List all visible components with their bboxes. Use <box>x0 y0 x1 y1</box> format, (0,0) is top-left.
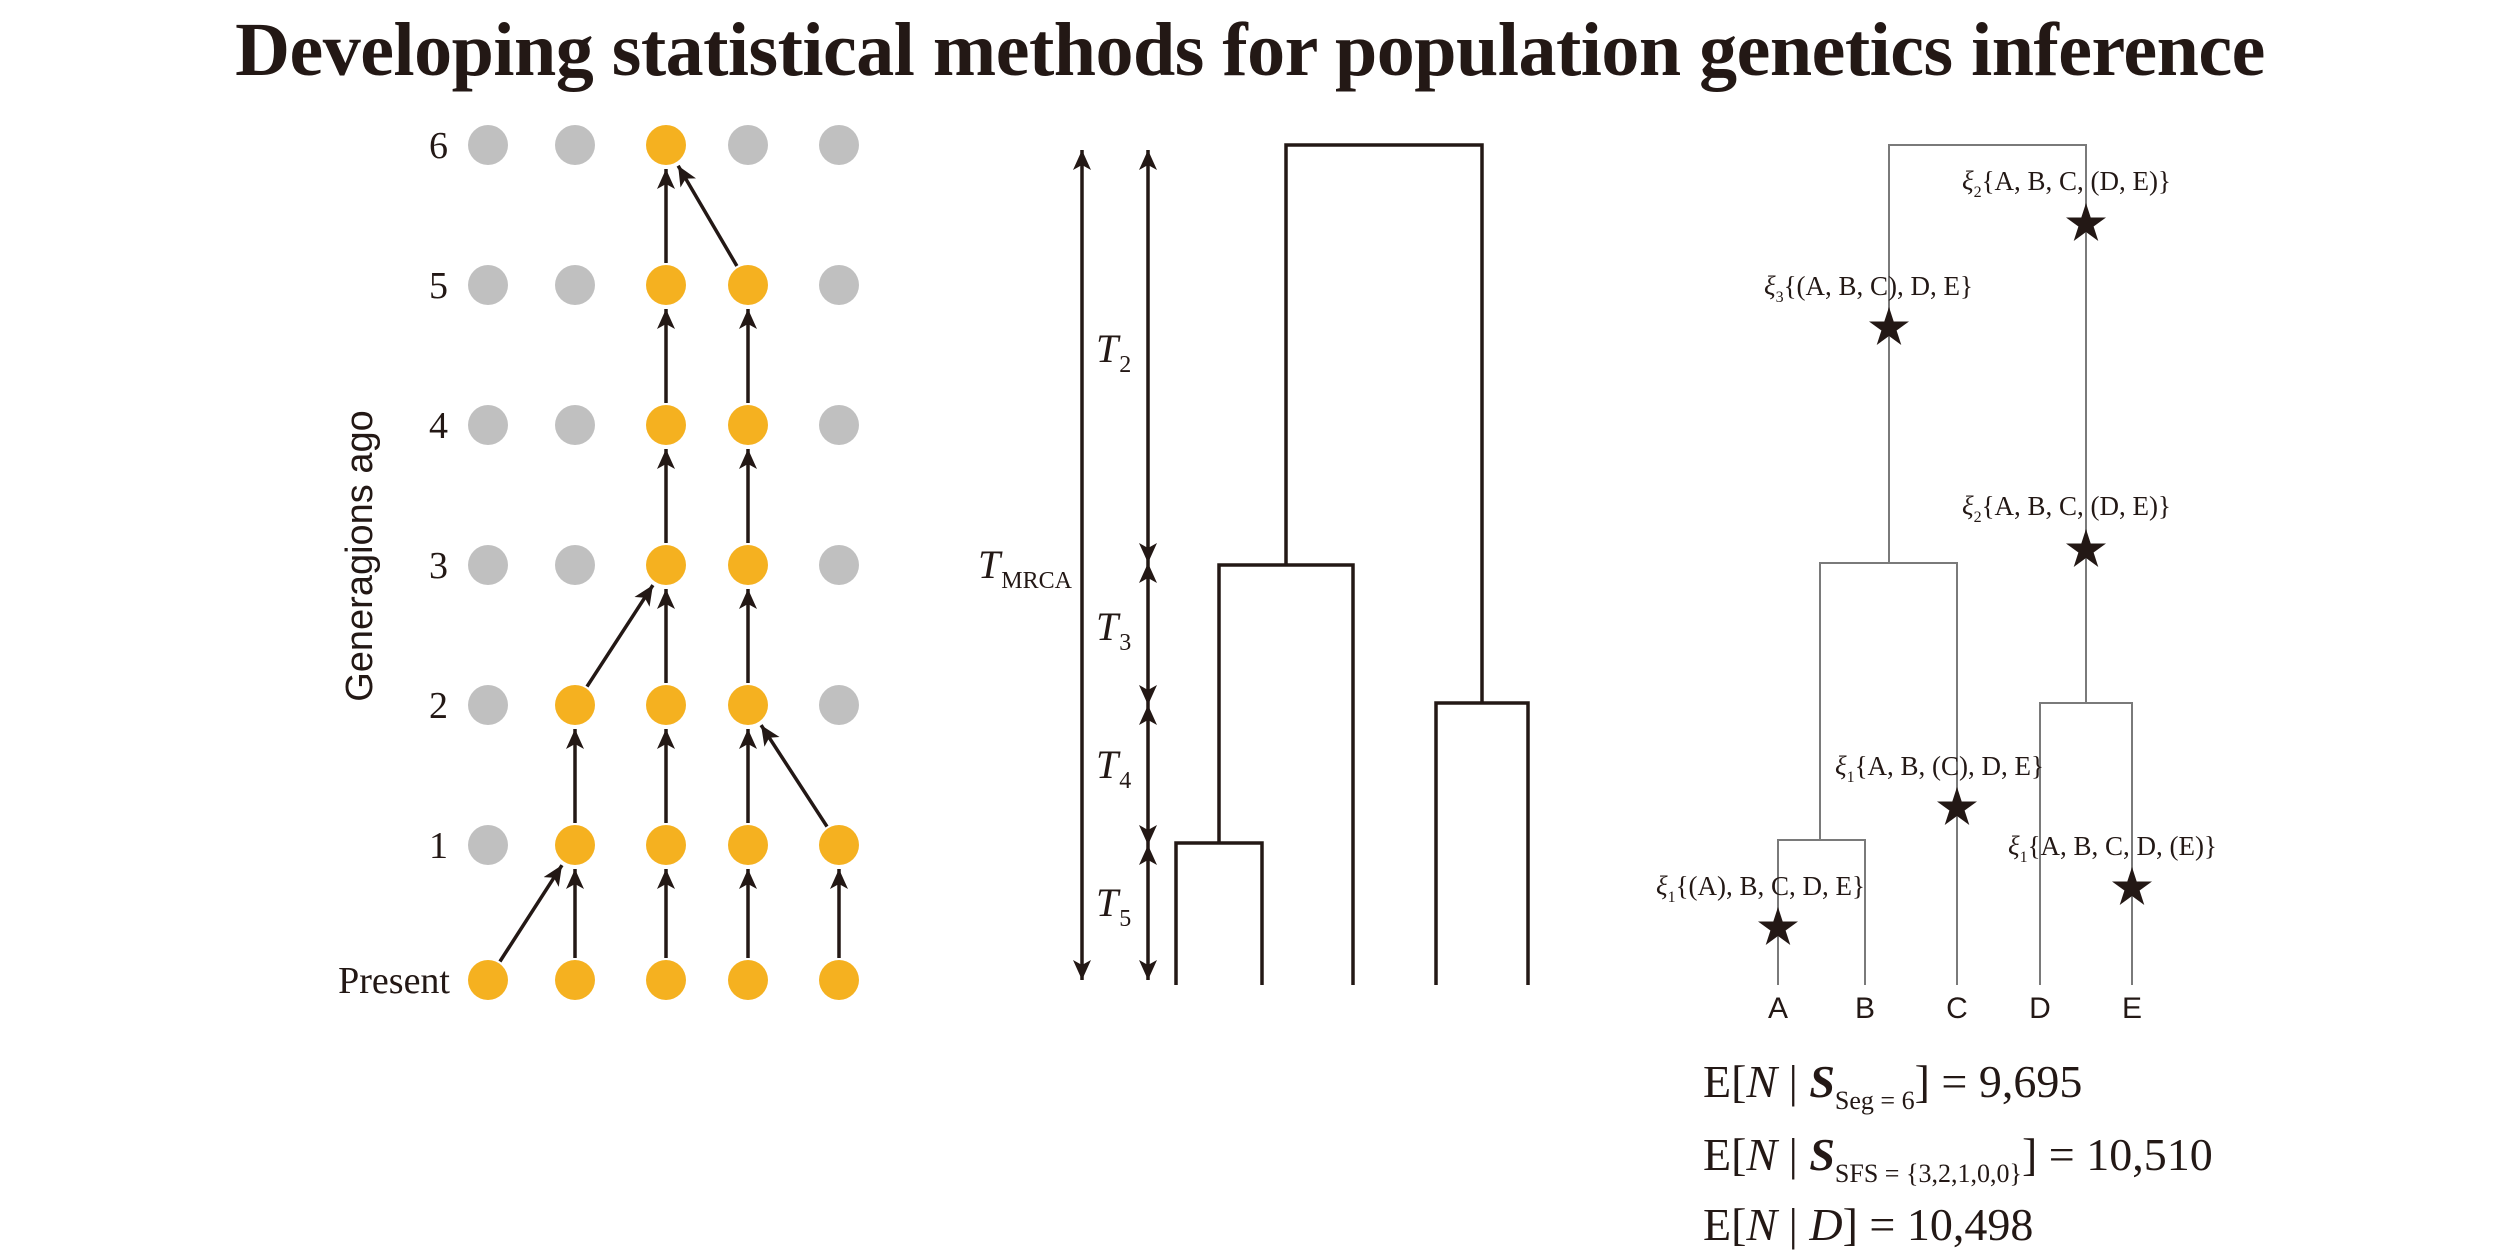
leaf-label-b: B <box>1855 992 1875 1025</box>
mutation-star <box>2066 529 2106 567</box>
individual-ancestral <box>728 265 768 305</box>
gene-branch-root <box>1888 144 2087 703</box>
generation-label: 4 <box>429 405 448 447</box>
individual-ancestral <box>819 960 859 1000</box>
estimate-d: E[N | D] = 10,498 <box>1703 1199 2033 1250</box>
mutation-label: ξ1{(A), B, C, D, E} <box>1656 871 1865 906</box>
individual-other <box>555 545 595 585</box>
generation-label: 1 <box>429 825 448 867</box>
individual-ancestral <box>646 545 686 585</box>
individual-ancestral <box>728 685 768 725</box>
individual-other <box>819 265 859 305</box>
individual-ancestral <box>555 685 595 725</box>
individual-other <box>819 125 859 165</box>
individual-ancestral <box>819 825 859 865</box>
individual-ancestral <box>646 125 686 165</box>
y-axis-label: Generagions ago <box>339 410 381 702</box>
generation-label: 3 <box>429 545 448 587</box>
generation-label: 2 <box>429 685 448 727</box>
lineage-arrows <box>498 164 848 963</box>
gene-branch-ab <box>1777 839 1866 985</box>
individual-other <box>819 405 859 445</box>
mutation-label: ξ2{A, B, C, (D, E)} <box>1962 491 2171 526</box>
tree-branch-abc <box>1217 563 1355 985</box>
tree-branch-ab <box>1174 841 1264 985</box>
leaf-labels: A B C D E <box>1768 992 2142 1025</box>
individual-other <box>728 125 768 165</box>
mutation-label: ξ3{(A, B, C), D, E} <box>1764 271 1973 306</box>
individual-ancestral <box>646 825 686 865</box>
individual-other <box>468 405 508 445</box>
individual-other <box>468 685 508 725</box>
gene-tree-panel: ξ2{A, B, C, (D, E)} ξ3{(A, B, C), D, E} … <box>1656 144 2217 1250</box>
t-mrca-label: TMRCA <box>978 542 1073 594</box>
mutation-label: ξ1{A, B, (C), D, E} <box>1835 751 2044 786</box>
individual-other <box>468 125 508 165</box>
coalescent-panel <box>1073 143 1530 985</box>
mutation-star <box>2112 867 2152 905</box>
estimates: E[N | SSeg = 6] = 9,695 E[N | SSFS = {3,… <box>1703 1056 2213 1250</box>
individual-ancestral <box>728 405 768 445</box>
individual-other <box>555 405 595 445</box>
t5-label: T5 <box>1096 880 1131 932</box>
page-title: Developing statistical methods for popul… <box>235 8 2265 92</box>
mutation-star <box>1937 787 1977 825</box>
individual-ancestral <box>555 960 595 1000</box>
estimate-sfs: E[N | SSFS = {3,2,1,0,0}] = 10,510 <box>1703 1129 2213 1188</box>
individual-other <box>555 125 595 165</box>
mutation-label: ξ2{A, B, C, (D, E)} <box>1962 166 2171 201</box>
leaf-label-e: E <box>2122 992 2142 1025</box>
interval-labels: TMRCA T2 T3 T4 T5 <box>978 326 1131 932</box>
parent-arrow <box>759 724 829 828</box>
t2-label: T2 <box>1096 326 1131 378</box>
individual-other <box>555 265 595 305</box>
individual-ancestral <box>728 960 768 1000</box>
parent-arrow <box>676 164 739 267</box>
mutation-star <box>2066 203 2106 241</box>
individual-ancestral <box>646 685 686 725</box>
individual-other <box>468 265 508 305</box>
t3-label: T3 <box>1096 604 1131 656</box>
individual-ancestral <box>468 960 508 1000</box>
mutation-labels: ξ2{A, B, C, (D, E)} ξ3{(A, B, C), D, E} … <box>1656 166 2217 906</box>
estimate-seg: E[N | SSeg = 6] = 9,695 <box>1703 1056 2082 1115</box>
individual-other <box>468 545 508 585</box>
mutation-stars <box>1758 203 2152 945</box>
individual-other <box>819 685 859 725</box>
mutation-star <box>1869 307 1909 345</box>
individual-other <box>819 545 859 585</box>
individual-ancestral <box>728 825 768 865</box>
individual-other <box>468 825 508 865</box>
individual-ancestral <box>728 545 768 585</box>
parent-arrow <box>498 864 564 963</box>
mutation-star <box>1758 907 1798 945</box>
t4-label: T4 <box>1096 742 1131 794</box>
mutation-label: ξ1{A, B, C, D, (E)} <box>2008 831 2217 866</box>
individual-ancestral <box>646 405 686 445</box>
generation-label: 6 <box>429 125 448 167</box>
generation-labels: Present 1 2 3 4 5 6 <box>338 125 450 1002</box>
individual-ancestral <box>646 265 686 305</box>
individual-ancestral <box>646 960 686 1000</box>
individuals <box>468 125 859 1000</box>
generation-label: 5 <box>429 265 448 307</box>
wright-fisher-panel: Generagions ago Present 1 2 3 4 5 6 <box>338 125 859 1002</box>
parent-arrow <box>585 584 655 688</box>
generation-label: Present <box>338 960 450 1002</box>
tree-branch-de <box>1434 701 1530 985</box>
tree-branch-root <box>1284 143 1484 703</box>
leaf-label-a: A <box>1768 992 1788 1025</box>
individual-ancestral <box>555 825 595 865</box>
leaf-label-c: C <box>1946 992 1968 1025</box>
leaf-label-d: D <box>2029 992 2051 1025</box>
